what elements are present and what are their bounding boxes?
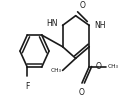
Text: O: O [79,88,84,97]
Text: O: O [80,1,85,10]
Text: CH₃: CH₃ [51,68,62,73]
Text: CH₃: CH₃ [107,64,118,69]
Text: HN: HN [46,19,57,28]
Text: O: O [96,62,102,71]
Text: NH: NH [95,21,106,30]
Text: F: F [25,82,29,91]
